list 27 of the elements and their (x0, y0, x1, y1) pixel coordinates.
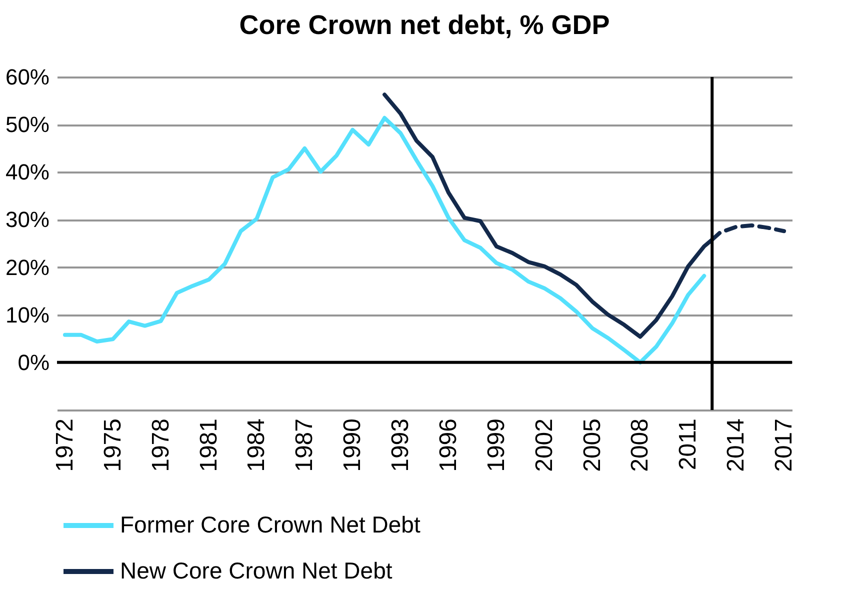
x-tick-label: 2005 (578, 418, 606, 472)
x-tick-label: 1990 (339, 418, 366, 472)
line-series (62, 116, 706, 364)
y-tick-label: 40% (5, 160, 50, 185)
x-tick-label: 1999 (482, 418, 510, 472)
x-tick-label: 1978 (147, 418, 174, 472)
legend-label: Former Core Crown Net Debt (120, 512, 421, 538)
x-tick-label: 1993 (387, 418, 414, 472)
x-tick-label: 2017 (770, 418, 798, 472)
x-tick-label: 2002 (530, 418, 558, 472)
x-tick-label: 1975 (99, 418, 126, 472)
x-tick-label: 1996 (434, 418, 462, 472)
legend-label: New Core Crown Net Debt (120, 558, 393, 584)
y-tick-label: 20% (5, 254, 50, 280)
x-tick-label: 1987 (291, 418, 318, 472)
y-tick-label: 30% (5, 207, 50, 232)
chart-title: Core Crown net debt, % GDP (239, 10, 610, 40)
x-tick-label: 2008 (626, 418, 654, 472)
x-tick-label: 1984 (243, 418, 270, 472)
x-tick-label: 1972 (51, 418, 78, 472)
y-tick-label: 50% (5, 112, 50, 138)
x-tick-label: 1981 (195, 418, 222, 472)
x-tick-label: 2011 (674, 418, 702, 470)
y-tick-label: 0% (18, 350, 50, 375)
y-tick-label: 60% (5, 64, 50, 90)
x-tick-label: 2014 (722, 418, 750, 472)
y-tick-label: 10% (5, 302, 50, 328)
